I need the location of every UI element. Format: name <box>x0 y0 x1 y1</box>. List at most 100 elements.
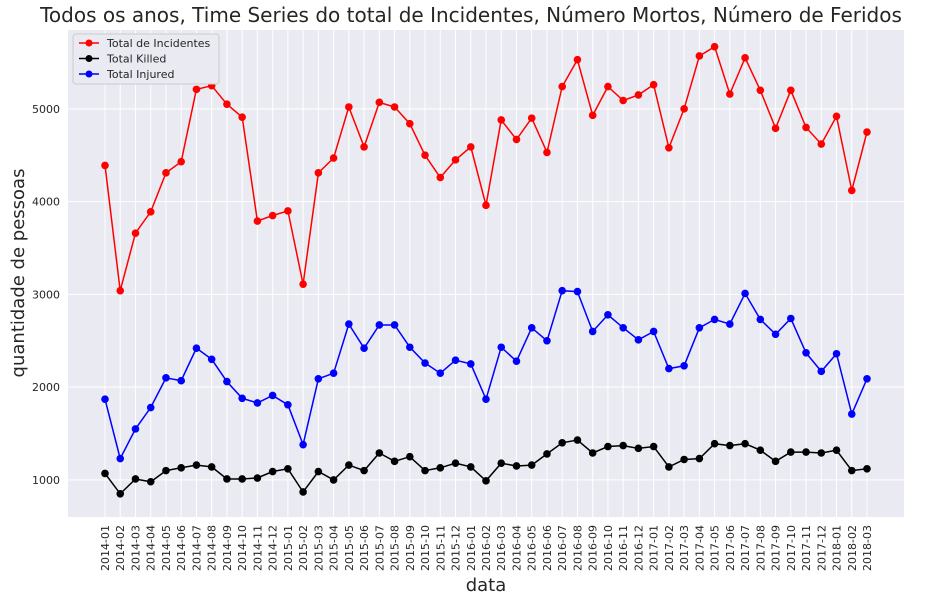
data-point <box>131 425 140 433</box>
data-point <box>238 394 246 403</box>
data-point <box>527 461 536 469</box>
data-point <box>146 208 155 216</box>
data-point <box>482 201 490 210</box>
data-point <box>527 323 536 332</box>
data-point <box>756 446 765 455</box>
data-point <box>741 54 749 62</box>
data-point <box>847 410 856 418</box>
data-point <box>375 321 384 329</box>
x-tick-label: 2015-12 <box>450 525 463 571</box>
data-point <box>512 135 521 144</box>
data-point <box>116 454 125 463</box>
data-point <box>634 91 643 99</box>
x-tick-label: 2016-05 <box>526 525 539 571</box>
data-point <box>863 128 871 136</box>
data-point <box>451 156 460 164</box>
data-point <box>863 374 871 383</box>
data-point <box>512 462 521 470</box>
data-point <box>558 438 566 447</box>
x-tick-label: 2016-06 <box>541 525 554 571</box>
x-tick-label: 2015-01 <box>282 525 295 571</box>
legend-swatch-marker <box>85 55 93 62</box>
data-point <box>451 356 460 365</box>
data-point <box>588 449 597 457</box>
y-tick-label: 1000 <box>32 474 60 487</box>
x-tick-label: 2016-12 <box>632 525 645 571</box>
x-tick-label: 2014-09 <box>221 525 234 571</box>
data-point <box>817 140 826 148</box>
data-point <box>604 310 612 319</box>
chart-title: Todos os anos, Time Series do total de I… <box>39 3 902 27</box>
data-point <box>238 113 246 121</box>
data-point <box>162 169 170 177</box>
data-point <box>847 466 856 475</box>
x-tick-label: 2017-05 <box>709 525 722 571</box>
data-point <box>741 289 749 298</box>
data-point <box>390 321 399 329</box>
data-point <box>101 469 109 478</box>
data-point <box>466 143 475 151</box>
x-tick-label: 2017-08 <box>754 525 767 571</box>
series-2 <box>101 436 871 498</box>
x-tick-label: 2017-04 <box>693 525 706 571</box>
data-point <box>588 327 597 336</box>
data-point <box>512 357 521 365</box>
gridlines <box>68 30 904 517</box>
legend-item: Total Killed <box>79 53 166 66</box>
x-tick-label: 2018-03 <box>861 525 874 571</box>
x-tick-label: 2015-05 <box>343 525 356 571</box>
data-point <box>649 442 658 451</box>
legend: Total de Incidentes Total Killed Total Inj… <box>72 33 220 85</box>
data-point <box>695 52 704 60</box>
legend-box <box>72 33 220 85</box>
x-tick-label: 2014-10 <box>236 525 249 571</box>
x-tick-label: 2014-02 <box>114 525 127 571</box>
data-point <box>268 391 277 400</box>
data-point <box>787 314 795 323</box>
x-tick-label: 2014-11 <box>251 525 264 571</box>
data-point <box>192 461 201 469</box>
data-point <box>284 464 292 473</box>
x-tick-label: 2017-09 <box>770 525 783 571</box>
x-tick-label: 2017-01 <box>648 525 661 571</box>
x-tick-label: 2015-06 <box>358 525 371 571</box>
data-point <box>573 287 582 296</box>
data-point <box>802 448 810 456</box>
data-point <box>482 395 490 403</box>
data-point <box>451 459 460 467</box>
data-point <box>253 217 262 225</box>
data-point <box>299 440 307 449</box>
data-point <box>345 320 353 328</box>
data-point <box>726 90 734 98</box>
data-point <box>101 161 109 170</box>
data-point <box>847 186 856 195</box>
data-point <box>695 454 704 463</box>
data-point <box>162 466 170 475</box>
x-tick-label: 2014-12 <box>267 525 280 571</box>
data-point <box>436 173 445 182</box>
data-point <box>832 112 841 121</box>
data-point <box>284 207 292 215</box>
data-point <box>665 364 673 373</box>
y-axis-label: quantidade de pessoas <box>8 169 29 378</box>
data-point <box>787 86 795 95</box>
x-tick-label: 2016-11 <box>617 525 630 571</box>
data-point <box>421 151 429 160</box>
data-point <box>695 323 704 332</box>
data-point <box>314 169 323 177</box>
x-tick-label: 2017-07 <box>739 525 752 571</box>
data-point <box>329 476 338 484</box>
data-point <box>299 488 307 496</box>
data-point <box>756 86 765 95</box>
data-point <box>329 369 338 378</box>
data-point <box>253 474 262 482</box>
data-point <box>360 344 368 352</box>
data-point <box>497 343 506 352</box>
data-point <box>375 98 384 107</box>
x-tick-label: 2016-02 <box>480 525 493 571</box>
data-point <box>131 229 140 237</box>
data-point <box>756 315 765 324</box>
data-point <box>604 82 612 91</box>
data-point <box>390 457 399 466</box>
legend-item: Total Injured <box>79 68 174 81</box>
